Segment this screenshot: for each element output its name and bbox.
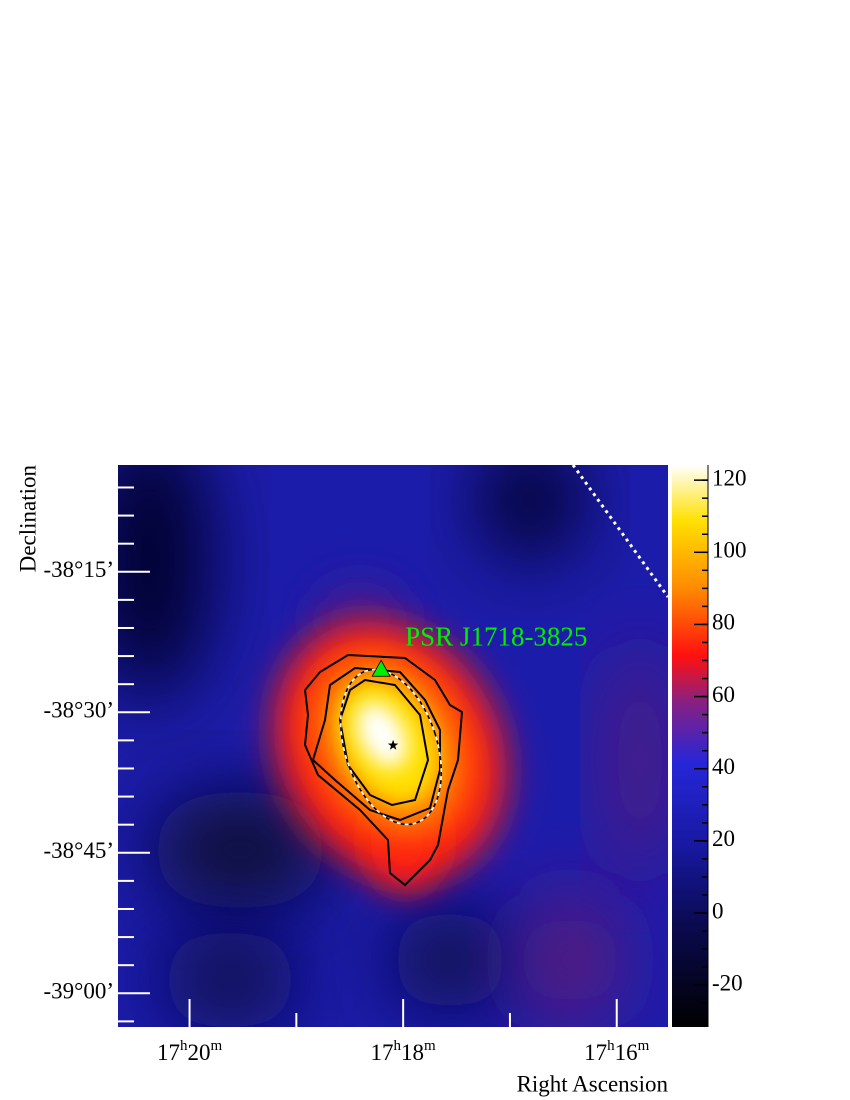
tick-number: 17 [371,1040,394,1065]
colorbar-tick-label: -20 [712,970,743,995]
colorbar [672,465,708,1027]
y-tick-label: -38°45’ [43,838,114,863]
tick-number: 17 [584,1040,607,1065]
tick-unit: m [638,1038,650,1054]
y-tick-label: -38°15’ [43,557,114,582]
y-tick-label: -39°00’ [43,979,114,1004]
colorbar-tick-label: 80 [712,610,735,635]
tick-number: 18 [401,1040,424,1065]
y-axis-label: Declination [15,465,40,573]
tick-unit: h [180,1038,188,1054]
tick-number: 16 [615,1040,638,1065]
pulsar-marker [371,659,391,677]
tick-number: 20 [187,1040,210,1065]
x-tick-label: 17h20m [157,1038,223,1065]
x-tick-label: 17h18m [371,1038,437,1065]
tick-unit: m [210,1038,222,1054]
y-tick-label: -38°30’ [43,698,114,723]
colorbar-tick-label: 20 [712,826,735,851]
centroid-marker [387,739,399,750]
colorbar-tick-label: 40 [712,754,735,779]
x-tick-label: 17h16m [584,1038,650,1065]
tick-number: 17 [157,1040,180,1065]
tick-unit: h [607,1038,615,1054]
tick-unit: h [394,1038,402,1054]
colorbar-tick-label: 60 [712,682,735,707]
x-axis-label: Right Ascension [517,1071,669,1096]
tick-unit: m [424,1038,436,1054]
colorbar-tick-label: 120 [712,465,747,490]
marker-label: PSR J1718-3825 [405,621,587,651]
colorbar-tick-label: 100 [712,538,747,563]
map [118,465,668,1027]
colorbar-tick-label: 0 [712,898,724,923]
